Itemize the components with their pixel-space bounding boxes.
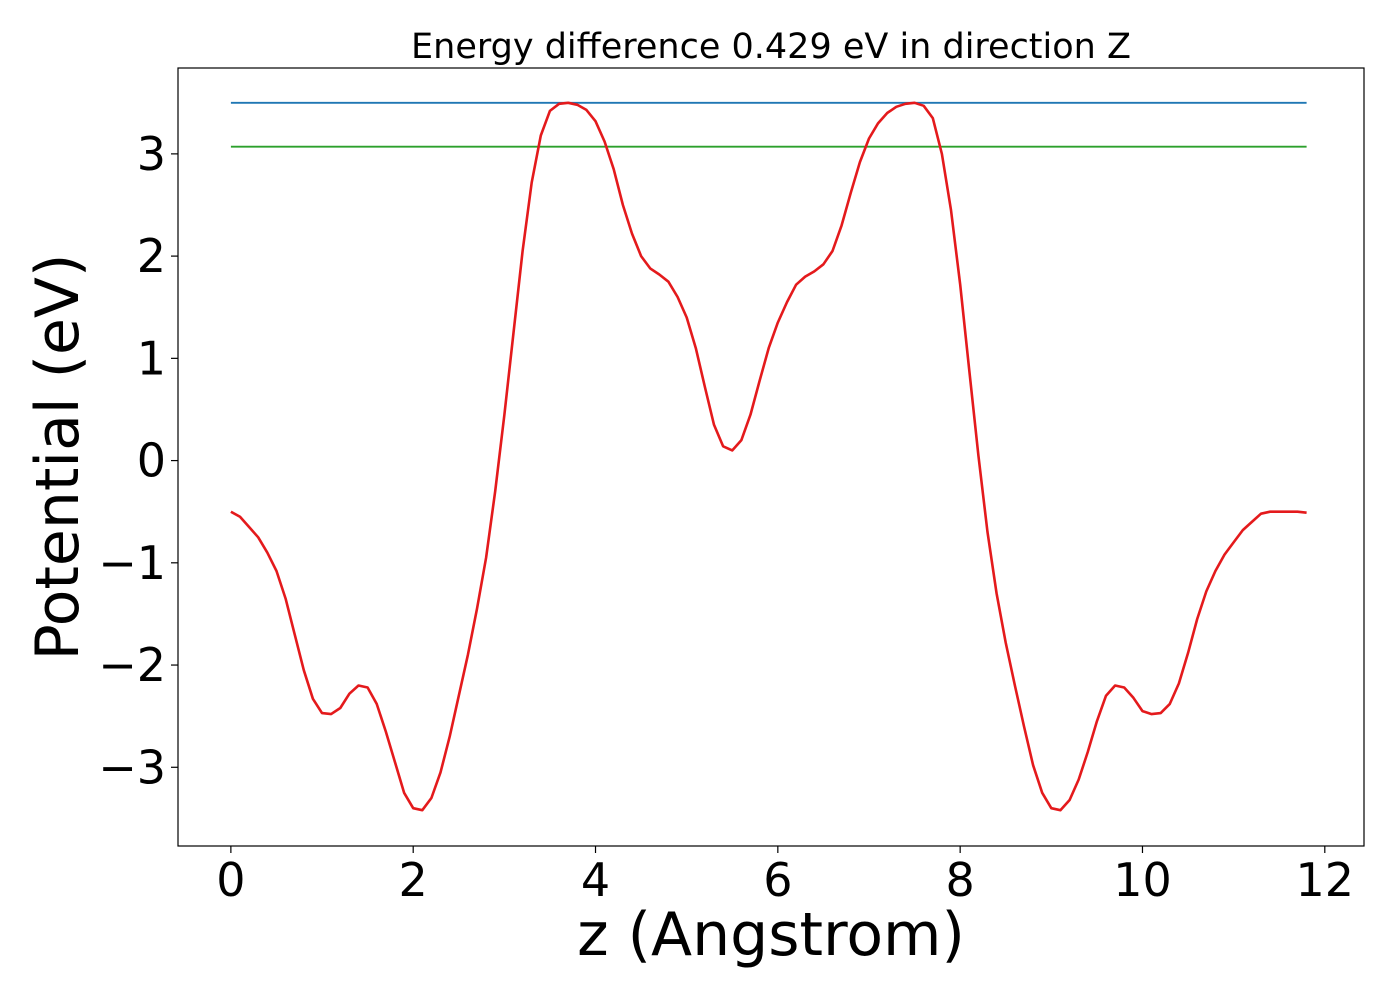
series-line-2: [230, 101, 1307, 812]
y-tick-label: −2: [98, 638, 166, 692]
x-tick-label: 8: [946, 853, 975, 907]
y-tick-label: −3: [98, 740, 166, 794]
x-axis-label: z (Angstrom): [577, 900, 965, 970]
y-tick-label: 1: [137, 331, 166, 385]
series-layer: [230, 101, 1307, 812]
y-tick-label: 2: [137, 229, 166, 283]
y-axis-label: Potential (eV): [23, 254, 93, 661]
x-tick-label: 0: [216, 853, 245, 907]
plot-frame: [177, 67, 1365, 847]
y-tick-label: 0: [137, 434, 166, 488]
y-ticks: −3 −2 −1 0 1 2 3: [98, 127, 178, 794]
y-tick-label: −1: [98, 536, 166, 590]
x-tick-label: 12: [1296, 853, 1355, 907]
chart-title: Energy difference 0.429 eV in direction …: [411, 27, 1131, 67]
y-tick-label: 3: [137, 127, 166, 181]
x-tick-label: 6: [763, 853, 792, 907]
x-tick-label: 10: [1113, 853, 1172, 907]
x-tick-label: 2: [399, 853, 428, 907]
x-ticks: 0 2 4 6 8 10 12: [216, 846, 1354, 907]
x-tick-label: 4: [581, 853, 610, 907]
plot-area: [178, 68, 1364, 846]
